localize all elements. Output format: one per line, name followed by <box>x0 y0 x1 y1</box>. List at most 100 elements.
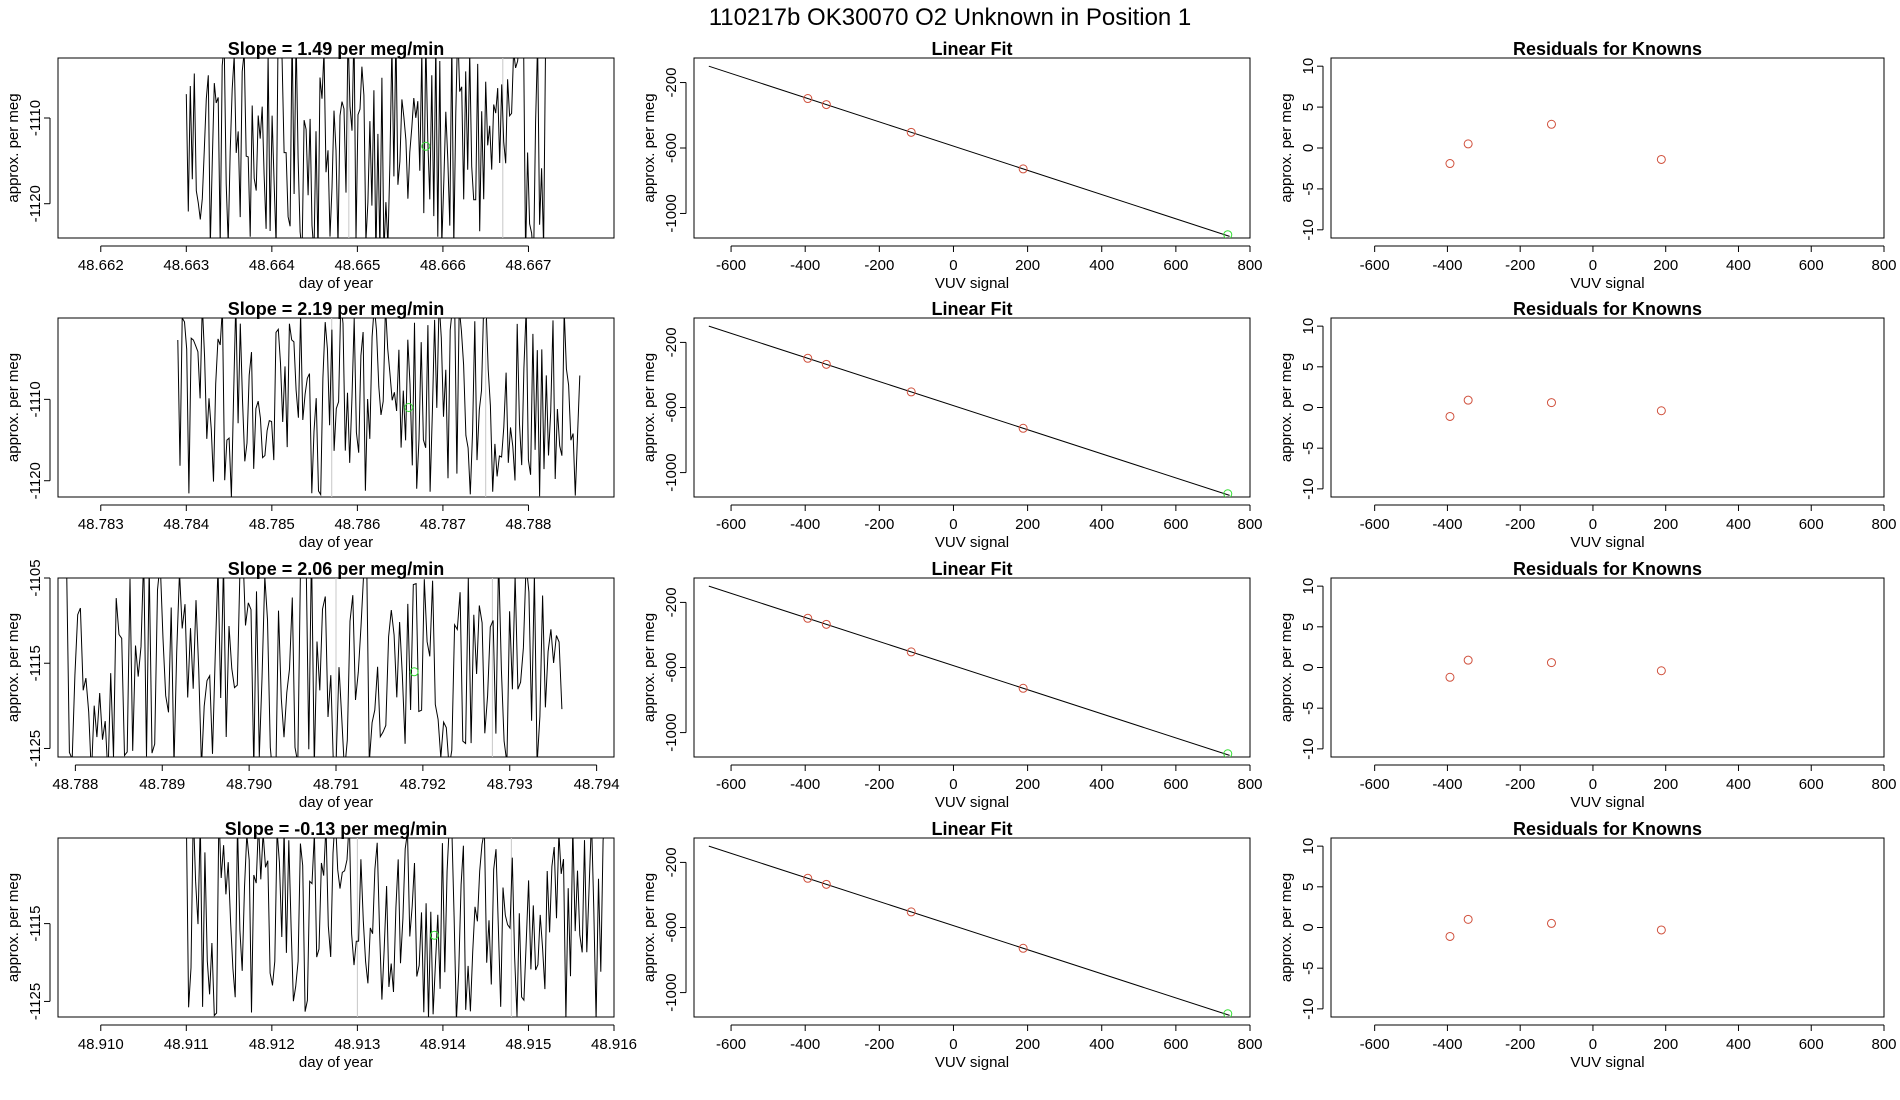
x-tick-label: 48.910 <box>78 1036 124 1053</box>
residual-point <box>1656 666 1666 676</box>
y-axis-label: approx. per meg <box>641 93 658 202</box>
panel-row1-residuals: Residuals for Knowns -600 -400 -200 0 200 400 6… <box>1278 39 1897 292</box>
plot-frame <box>57 57 615 239</box>
known-point <box>803 873 813 883</box>
x-tick-label: 48.914 <box>420 1036 466 1053</box>
x-axis-label: day of year <box>299 275 373 292</box>
plot-frame <box>693 317 1251 498</box>
x-tick-label: -400 <box>1432 257 1462 274</box>
y-tick-label: -200 <box>663 587 680 617</box>
x-tick-label: -200 <box>1505 776 1535 793</box>
x-tick-label: 48.912 <box>249 1036 295 1053</box>
known-point <box>1018 164 1028 174</box>
x-tick-label: -600 <box>716 1036 746 1053</box>
x-tick-label: -600 <box>716 257 746 274</box>
panel-row1-timeseries: Slope = 1.49 per meg/min 48.662 48.663 48.6… <box>5 39 615 292</box>
y-axis-label: approx. per meg <box>641 613 658 722</box>
x-tick-label: 400 <box>1089 516 1114 533</box>
plot-area <box>1445 914 1666 941</box>
y-axis-label: approx. per meg <box>641 873 658 982</box>
x-tick-label: 48.788 <box>52 776 98 793</box>
y-tick-label: 10 <box>1300 58 1317 75</box>
x-tick-label: 800 <box>1237 257 1262 274</box>
known-point <box>821 619 831 629</box>
x-axis-label: VUV signal <box>1570 794 1644 811</box>
y-axis-label: approx. per meg <box>641 353 658 462</box>
x-tick-label: 48.790 <box>226 776 272 793</box>
trace-line <box>177 318 581 497</box>
known-point <box>906 647 916 657</box>
x-tick-label: -400 <box>790 1036 820 1053</box>
x-tick-label: 200 <box>1015 1036 1040 1053</box>
y-tick-label: -1115 <box>27 645 44 681</box>
residual-point <box>1656 406 1666 416</box>
unknown-point <box>421 141 431 151</box>
x-tick-label: -200 <box>864 257 894 274</box>
y-tick-label: -5 <box>1300 962 1317 975</box>
x-axis-label: VUV signal <box>935 1054 1009 1071</box>
x-tick-label: 600 <box>1163 776 1188 793</box>
panel-title: Slope = 2.06 per meg/min <box>228 559 445 579</box>
residual-point <box>1546 119 1556 129</box>
y-axis-label: approx. per meg <box>5 873 22 982</box>
y-tick-label: -200 <box>663 68 680 98</box>
x-tick-label: 400 <box>1089 776 1114 793</box>
unknown-point <box>1223 1009 1233 1017</box>
residual-point <box>1546 658 1556 668</box>
x-tick-label: 600 <box>1163 1036 1188 1053</box>
panel-row4-timeseries: Slope = -0.13 per meg/min 48.910 48.911 48.… <box>5 819 637 1071</box>
x-tick-label: -600 <box>716 776 746 793</box>
plot-frame <box>1330 317 1885 498</box>
x-tick-label: 600 <box>1163 257 1188 274</box>
x-tick-label: 48.784 <box>163 516 209 533</box>
y-tick-label: -1000 <box>663 973 680 1011</box>
plot-frame <box>1330 57 1885 239</box>
x-tick-label: 0 <box>949 257 957 274</box>
residual-point <box>1546 398 1556 408</box>
x-axis-label: day of year <box>299 794 373 811</box>
x-tick-label: -400 <box>1432 776 1462 793</box>
x-tick-label: 800 <box>1237 1036 1262 1053</box>
y-tick-label: -1110 <box>27 381 44 417</box>
x-tick-label: 600 <box>1799 257 1824 274</box>
y-axis-label: approx. per meg <box>1278 93 1295 202</box>
x-tick-label: 600 <box>1799 516 1824 533</box>
y-tick-label: 10 <box>1300 318 1317 335</box>
x-tick-label: 48.791 <box>313 776 359 793</box>
x-tick-label: 48.913 <box>334 1036 380 1053</box>
panel-title: Linear Fit <box>931 819 1012 839</box>
x-tick-label: -600 <box>716 516 746 533</box>
plot-frame <box>57 837 615 1018</box>
panel-row3-fit: Linear Fit -600 -400 -200 0 200 400 600 800 VUV s… <box>641 559 1263 811</box>
x-tick-label: 200 <box>1653 516 1678 533</box>
y-tick-label: 0 <box>1300 403 1317 411</box>
known-point <box>1018 423 1028 433</box>
plot-area <box>708 65 1233 238</box>
panel-row2-timeseries: Slope = 2.19 per meg/min 48.783 48.784 48.7… <box>5 299 615 551</box>
y-tick-label: 0 <box>1300 923 1317 931</box>
unknown-point <box>404 403 414 412</box>
x-axis-label: VUV signal <box>1570 534 1644 551</box>
y-tick-label: -10 <box>1300 478 1317 500</box>
x-tick-label: 400 <box>1089 1036 1114 1053</box>
residual-point <box>1445 411 1455 421</box>
x-axis-label: day of year <box>299 534 373 551</box>
x-tick-label: 600 <box>1799 1036 1824 1053</box>
x-tick-label: 48.788 <box>506 516 552 533</box>
x-tick-label: 600 <box>1799 776 1824 793</box>
residual-point <box>1445 672 1455 682</box>
x-tick-label: 48.667 <box>506 257 552 274</box>
y-tick-label: -1000 <box>663 194 680 232</box>
y-tick-label: -1000 <box>663 713 680 751</box>
y-tick-label: -1105 <box>27 559 44 596</box>
y-tick-label: -10 <box>1300 219 1317 241</box>
known-point <box>803 94 813 104</box>
x-tick-label: 200 <box>1015 776 1040 793</box>
x-tick-label: 800 <box>1871 1036 1896 1053</box>
y-axis-label: approx. per meg <box>1278 873 1295 982</box>
fit-line <box>708 845 1230 1016</box>
x-tick-label: 0 <box>1589 516 1597 533</box>
y-axis-label: approx. per meg <box>5 353 22 462</box>
known-point <box>803 613 813 623</box>
x-tick-label: -400 <box>1432 516 1462 533</box>
